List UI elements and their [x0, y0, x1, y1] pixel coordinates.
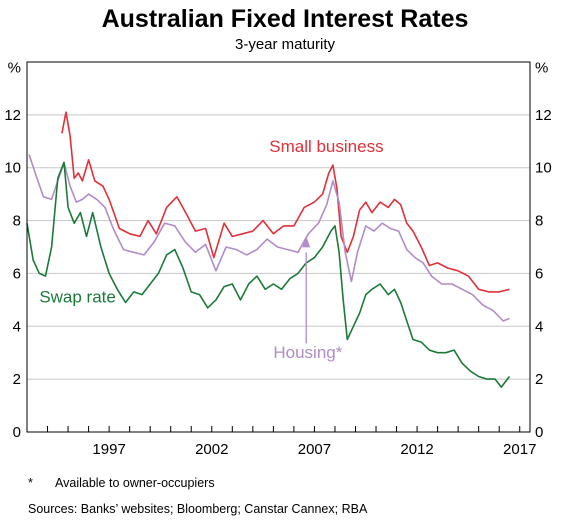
x-tick-label: 2012 — [400, 441, 433, 458]
line-chart: 0 0 2 2 4 4 6 6 8 8 10 10 12 12 1997 2002 2007 2012 2017 %… — [4, 59, 551, 458]
y-tick-label-right: 12 — [535, 107, 552, 124]
y-tick-label-left: 4 — [13, 318, 21, 335]
x-tick-label: 1997 — [92, 441, 125, 458]
y-tick-label-right: 10 — [535, 160, 552, 177]
plot-frame — [26, 61, 531, 433]
housing-label: Housing* — [273, 343, 342, 362]
y-tick-label-left: 6 — [13, 265, 21, 282]
y-tick-label-left: 12 — [4, 107, 21, 124]
y-axis-unit-right: % — [535, 59, 548, 76]
y-axis-unit-left: % — [8, 59, 21, 76]
x-tick-label: 2017 — [503, 441, 536, 458]
housing-arrow — [302, 236, 311, 344]
swap-rate-label: Swap rate — [39, 288, 116, 307]
y-tick-label-right: 4 — [535, 318, 543, 335]
x-tick-label: 2002 — [195, 441, 228, 458]
y-tick-label-left: 0 — [13, 424, 21, 441]
chart-subtitle: 3-year maturity — [234, 36, 336, 53]
x-tick-label: 2007 — [298, 441, 331, 458]
y-tick-label-left: 8 — [13, 213, 21, 230]
axis-ticks: 0 0 2 2 4 4 6 6 8 8 10 10 12 12 1997 2002 2007 2012 2017 — [4, 107, 551, 458]
series-line-swap-rate — [26, 161, 511, 388]
footnote-text: Available to owner-occupiers — [55, 476, 215, 490]
y-tick-label-right: 2 — [535, 371, 543, 388]
y-tick-label-left: 10 — [4, 160, 21, 177]
small-business-label: Small business — [269, 137, 383, 156]
y-tick-label-left: 2 — [13, 371, 21, 388]
y-tick-label-right: 0 — [535, 424, 543, 441]
series-line-housing — [28, 154, 510, 322]
chart-notes: * Available to owner-occupiers Sources: B… — [28, 470, 367, 522]
series-line-small-business — [61, 111, 510, 293]
chart-title: Australian Fixed Interest Rates — [101, 5, 469, 33]
y-tick-label-right: 6 — [535, 265, 543, 282]
grid-lines — [27, 114, 530, 380]
y-tick-label-right: 8 — [535, 213, 543, 230]
series-lines — [26, 111, 511, 388]
arrow-head — [302, 236, 311, 248]
sources-note: Sources: Banks’ websites; Bloomberg; Can… — [28, 502, 368, 516]
footnote: * Available to owner-occupiers — [28, 470, 367, 496]
footnote-marker: * — [28, 476, 33, 490]
